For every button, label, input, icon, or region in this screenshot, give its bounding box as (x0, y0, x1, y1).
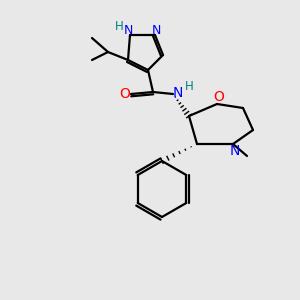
Text: N: N (173, 86, 183, 100)
Text: O: O (214, 90, 224, 104)
Text: N: N (230, 144, 240, 158)
Text: O: O (120, 87, 130, 101)
Text: H: H (115, 20, 123, 32)
Text: N: N (151, 23, 161, 37)
Text: H: H (184, 80, 194, 92)
Text: N: N (123, 23, 133, 37)
